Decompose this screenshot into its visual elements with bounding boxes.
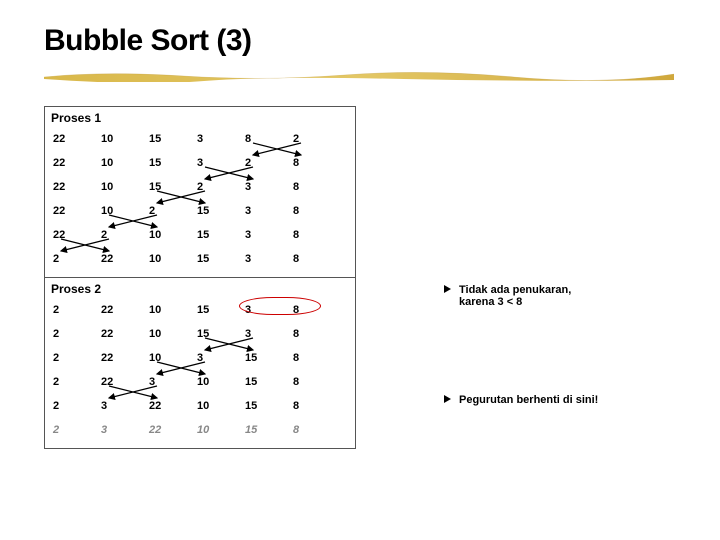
data-row: 222101538 (51, 322, 349, 346)
cell: 15 (195, 229, 243, 241)
cell: 3 (243, 205, 291, 217)
cell: 15 (243, 376, 291, 388)
data-row: 222101538 (51, 223, 349, 247)
cell: 15 (195, 205, 243, 217)
process-2-title: Proses 2 (51, 282, 349, 296)
cell: 2 (51, 376, 99, 388)
page-title: Bubble Sort (3) (44, 24, 676, 58)
cell: 10 (99, 181, 147, 193)
cell: 8 (291, 181, 339, 193)
cell: 10 (147, 304, 195, 316)
cell: 10 (147, 328, 195, 340)
bullet-icon (444, 285, 451, 293)
data-row: 221021538 (51, 199, 349, 223)
data-row: 222101538 (51, 247, 349, 271)
cell: 22 (147, 400, 195, 412)
cell: 22 (51, 181, 99, 193)
data-row: 221015238 (51, 175, 349, 199)
cell: 22 (51, 133, 99, 145)
cell: 8 (291, 304, 339, 316)
cell: 15 (147, 181, 195, 193)
cell: 22 (99, 328, 147, 340)
cell: 2 (51, 400, 99, 412)
cell: 22 (51, 229, 99, 241)
title-underline (44, 68, 674, 82)
data-row: 221015328 (51, 151, 349, 175)
cell: 15 (243, 424, 291, 436)
cell: 10 (147, 253, 195, 265)
cell: 15 (147, 133, 195, 145)
cell: 3 (243, 328, 291, 340)
cell: 22 (147, 424, 195, 436)
cell: 22 (99, 352, 147, 364)
cell: 22 (51, 205, 99, 217)
cell: 2 (51, 328, 99, 340)
cell: 15 (195, 328, 243, 340)
cell: 2 (243, 157, 291, 169)
cell: 8 (243, 133, 291, 145)
cell: 2 (51, 304, 99, 316)
process-2-box: Proses 2 2221015382221015382221031582223… (44, 277, 356, 449)
cell: 15 (195, 304, 243, 316)
cell: 3 (99, 424, 147, 436)
cell: 8 (291, 157, 339, 169)
cell: 22 (51, 157, 99, 169)
cell: 10 (147, 229, 195, 241)
annotation-no-swap: Tidak ada penukaran, karena 3 < 8 (444, 284, 571, 308)
cell: 3 (243, 253, 291, 265)
data-row: 222101538 (51, 298, 349, 322)
cell: 10 (147, 352, 195, 364)
cell: 10 (195, 400, 243, 412)
data-row: 232210158 (51, 394, 349, 418)
cell: 3 (195, 352, 243, 364)
cell: 3 (243, 229, 291, 241)
cell: 2 (195, 181, 243, 193)
cell: 10 (99, 157, 147, 169)
annotation-stop: Pegurutan berhenti di sini! (444, 394, 598, 406)
cell: 3 (147, 376, 195, 388)
cell: 2 (51, 352, 99, 364)
cell: 8 (291, 352, 339, 364)
cell: 2 (291, 133, 339, 145)
cell: 10 (99, 205, 147, 217)
cell: 10 (195, 376, 243, 388)
cell: 8 (291, 205, 339, 217)
process-1-box: Proses 1 2210153822210153282210152382210… (44, 106, 356, 278)
cell: 8 (291, 253, 339, 265)
cell: 3 (243, 304, 291, 316)
cell: 8 (291, 229, 339, 241)
process-1-title: Proses 1 (51, 111, 349, 125)
cell: 2 (147, 205, 195, 217)
cell: 2 (51, 424, 99, 436)
cell: 3 (195, 157, 243, 169)
cell: 22 (99, 304, 147, 316)
data-row: 221015382 (51, 127, 349, 151)
cell: 10 (195, 424, 243, 436)
cell: 10 (99, 133, 147, 145)
cell: 8 (291, 400, 339, 412)
data-row: 222103158 (51, 346, 349, 370)
cell: 3 (243, 181, 291, 193)
cell: 3 (195, 133, 243, 145)
cell: 2 (99, 229, 147, 241)
cell: 22 (99, 253, 147, 265)
cell: 2 (51, 253, 99, 265)
cell: 15 (147, 157, 195, 169)
cell: 8 (291, 376, 339, 388)
cell: 8 (291, 328, 339, 340)
cell: 22 (99, 376, 147, 388)
bullet-icon (444, 395, 451, 403)
cell: 3 (99, 400, 147, 412)
cell: 15 (243, 400, 291, 412)
cell: 15 (195, 253, 243, 265)
cell: 15 (243, 352, 291, 364)
data-row: 232210158 (51, 418, 349, 442)
cell: 8 (291, 424, 339, 436)
data-row: 222310158 (51, 370, 349, 394)
